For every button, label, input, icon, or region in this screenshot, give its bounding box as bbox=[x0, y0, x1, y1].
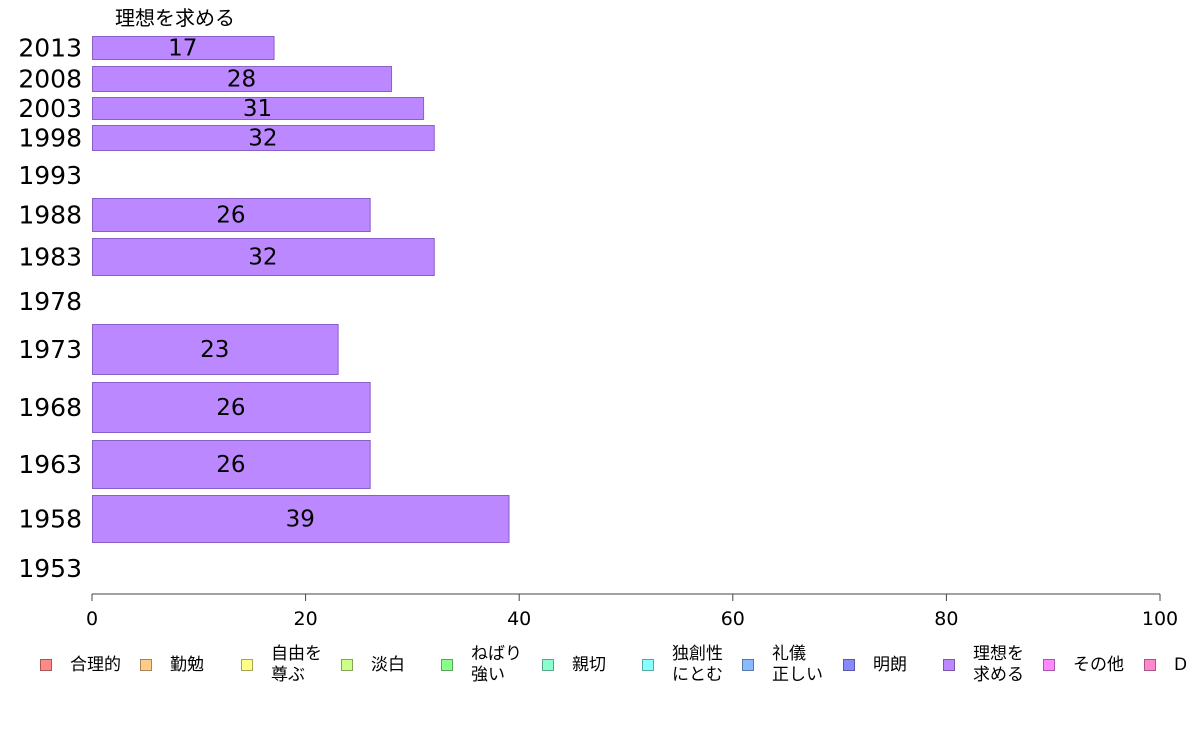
y-tick-label: 1978 bbox=[18, 287, 82, 316]
y-tick-label: 1993 bbox=[18, 161, 82, 190]
legend-label: その他 bbox=[1073, 654, 1124, 675]
legend-swatch bbox=[1144, 659, 1156, 671]
bar-value-label: 39 bbox=[286, 507, 315, 533]
x-tick-label: 60 bbox=[721, 608, 745, 630]
legend-swatch bbox=[542, 659, 554, 671]
y-tick-label: 1963 bbox=[18, 450, 82, 479]
bar bbox=[92, 440, 371, 489]
chart-title: 理想を求める bbox=[115, 6, 235, 30]
bar-value-label: 32 bbox=[248, 126, 277, 152]
x-tick-label: 40 bbox=[507, 608, 531, 630]
legend-item: 独創性 にとむ bbox=[642, 643, 723, 687]
legend-swatch bbox=[642, 659, 654, 671]
legend-swatch bbox=[441, 659, 453, 671]
legend-swatch bbox=[40, 659, 52, 671]
bar-value-label: 17 bbox=[168, 36, 197, 62]
y-tick-label: 1983 bbox=[18, 243, 82, 272]
legend-item: 淡白 bbox=[341, 643, 405, 687]
bar bbox=[92, 324, 339, 375]
bar bbox=[92, 36, 275, 60]
legend-item: 勤勉 bbox=[140, 643, 204, 687]
legend-item: その他 bbox=[1043, 643, 1124, 687]
legend-label: ねばり 強い bbox=[471, 644, 522, 685]
legend-swatch bbox=[742, 659, 754, 671]
bar bbox=[92, 382, 371, 433]
y-tick-label: 1988 bbox=[18, 201, 82, 230]
x-tick-label: 80 bbox=[934, 608, 958, 630]
legend-label: 明朗 bbox=[873, 654, 907, 675]
legend-item: 明朗 bbox=[843, 643, 907, 687]
bar bbox=[92, 238, 435, 276]
bar bbox=[92, 198, 371, 232]
legend-item: 礼儀 正しい bbox=[742, 643, 823, 687]
legend-swatch bbox=[843, 659, 855, 671]
bar-value-label: 26 bbox=[216, 203, 245, 229]
legend-label: 勤勉 bbox=[170, 654, 204, 675]
legend-item: 理想を 求める bbox=[943, 643, 1024, 687]
legend-swatch bbox=[140, 659, 152, 671]
legend-label: 合理的 bbox=[70, 654, 121, 675]
bar-value-label: 26 bbox=[216, 452, 245, 478]
legend-label: 独創性 にとむ bbox=[672, 644, 723, 685]
y-tick-label: 1968 bbox=[18, 393, 82, 422]
y-tick-label: 2008 bbox=[18, 65, 82, 94]
legend-label: 淡白 bbox=[371, 654, 405, 675]
x-axis: 0 20 40 60 80 100 bbox=[86, 593, 1178, 630]
y-tick-label: 1973 bbox=[18, 335, 82, 364]
x-tick-label: 100 bbox=[1142, 608, 1178, 630]
legend-item: 合理的 bbox=[40, 643, 121, 687]
legend-label: 礼儀 正しい bbox=[772, 644, 823, 685]
legend-swatch bbox=[943, 659, 955, 671]
y-tick-label: 2003 bbox=[18, 94, 82, 123]
bar bbox=[92, 125, 435, 151]
legend-label: 親切 bbox=[572, 654, 606, 675]
legend-item: ねばり 強い bbox=[441, 643, 522, 687]
legend-item: D bbox=[1144, 643, 1187, 687]
legend-swatch bbox=[1043, 659, 1055, 671]
x-tick-label: 0 bbox=[86, 608, 98, 630]
legend-label: D bbox=[1174, 654, 1188, 675]
legend-label: 自由を 尊ぶ bbox=[271, 644, 322, 685]
legend: 合理的 勤勉 自由を 尊ぶ 淡白 ねばり 強い 親切 独創性 にとむ 礼儀 正しい 明朗 理想を … bbox=[0, 643, 1188, 693]
legend-swatch bbox=[241, 659, 253, 671]
bar-value-label: 28 bbox=[227, 67, 256, 93]
bar-value-label: 26 bbox=[216, 395, 245, 421]
bar bbox=[92, 97, 425, 120]
legend-item: 親切 bbox=[542, 643, 606, 687]
y-tick-label: 2013 bbox=[18, 34, 82, 63]
y-tick-label: 1953 bbox=[18, 554, 82, 583]
y-tick-label: 1958 bbox=[18, 505, 82, 534]
bar-value-label: 31 bbox=[243, 96, 272, 122]
bar-value-label: 32 bbox=[248, 245, 277, 271]
bar bbox=[92, 495, 510, 543]
legend-swatch bbox=[341, 659, 353, 671]
legend-item: 自由を 尊ぶ bbox=[241, 643, 322, 687]
y-tick-label: 1998 bbox=[18, 124, 82, 153]
legend-label: 理想を 求める bbox=[973, 644, 1024, 685]
x-tick-label: 20 bbox=[294, 608, 318, 630]
bar bbox=[92, 66, 393, 92]
bar-value-label: 23 bbox=[200, 337, 229, 363]
